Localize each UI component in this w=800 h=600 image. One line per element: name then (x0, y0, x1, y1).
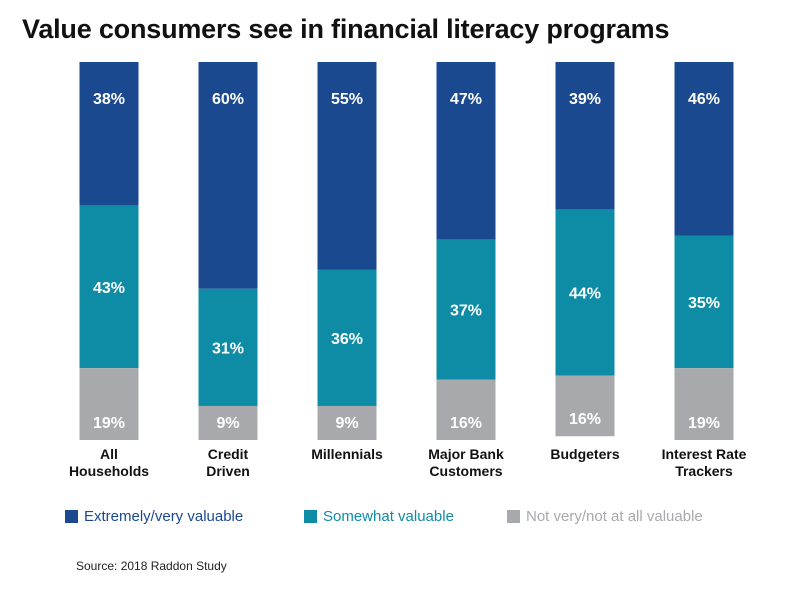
bar-value-label: 46% (688, 91, 720, 108)
legend-label: Not very/not at all valuable (526, 507, 703, 525)
bar-segment (79, 205, 139, 369)
bar-segment (674, 368, 734, 440)
bar-segment (317, 62, 377, 270)
legend-label: Extremely/very valuable (84, 507, 244, 525)
bar-segment (555, 375, 615, 437)
bar-value-label: 55% (331, 91, 363, 108)
bar-value-label: 37% (450, 303, 482, 320)
bar-segment (436, 62, 496, 240)
bar-value-label: 19% (93, 415, 125, 432)
bar-segment (674, 62, 734, 236)
bar-value-label: 9% (335, 415, 358, 432)
bar-segment (317, 405, 377, 440)
chart-title: Value consumers see in financial literac… (22, 14, 670, 44)
bar-value-label: 36% (331, 331, 363, 348)
bar-value-label: 43% (93, 280, 125, 297)
legend-swatch (507, 509, 520, 523)
bar-value-label: 39% (569, 91, 601, 108)
bar-segment (198, 62, 258, 289)
bar-segment (198, 405, 258, 440)
bar-segment (79, 368, 139, 440)
category-label: Interest Rate Trackers (662, 446, 747, 479)
bar-value-label: 35% (688, 295, 720, 312)
bar-value-label: 16% (569, 411, 601, 428)
bar-segment (79, 62, 139, 206)
bar-value-label: 19% (688, 415, 720, 432)
bar-segment (317, 269, 377, 406)
source-note: Source: 2018 Raddon Study (76, 559, 227, 573)
legend-item-somewhat-valuable: Somewhat valuable (304, 506, 454, 526)
legend-label: Somewhat valuable (323, 507, 454, 525)
bar-segment (555, 62, 615, 210)
legend-swatch (65, 509, 78, 523)
bar-segment (674, 235, 734, 369)
category-label: Major Bank Customers (428, 446, 504, 479)
bar-value-label: 9% (216, 415, 239, 432)
bar-segment (436, 379, 496, 440)
category-label: Millennials (311, 446, 383, 462)
bar-segment (555, 209, 615, 376)
legend: Extremely/very valuable Somewhat valuabl… (0, 506, 800, 530)
bar-segment (198, 288, 258, 406)
bar-value-label: 60% (212, 91, 244, 108)
bar-value-label: 38% (93, 91, 125, 108)
category-label: Budgeters (550, 446, 619, 462)
legend-swatch (304, 509, 317, 523)
bar-value-label: 16% (450, 415, 482, 432)
category-label: All Households (69, 446, 149, 479)
legend-item-not-valuable: Not very/not at all valuable (507, 506, 703, 526)
category-label: Credit Driven (206, 446, 250, 479)
bar-value-label: 47% (450, 91, 482, 108)
legend-item-extremely-very-valuable: Extremely/very valuable (65, 506, 243, 526)
bar-value-label: 44% (569, 286, 601, 303)
bar-segment (436, 239, 496, 380)
bar-value-label: 31% (212, 340, 244, 357)
